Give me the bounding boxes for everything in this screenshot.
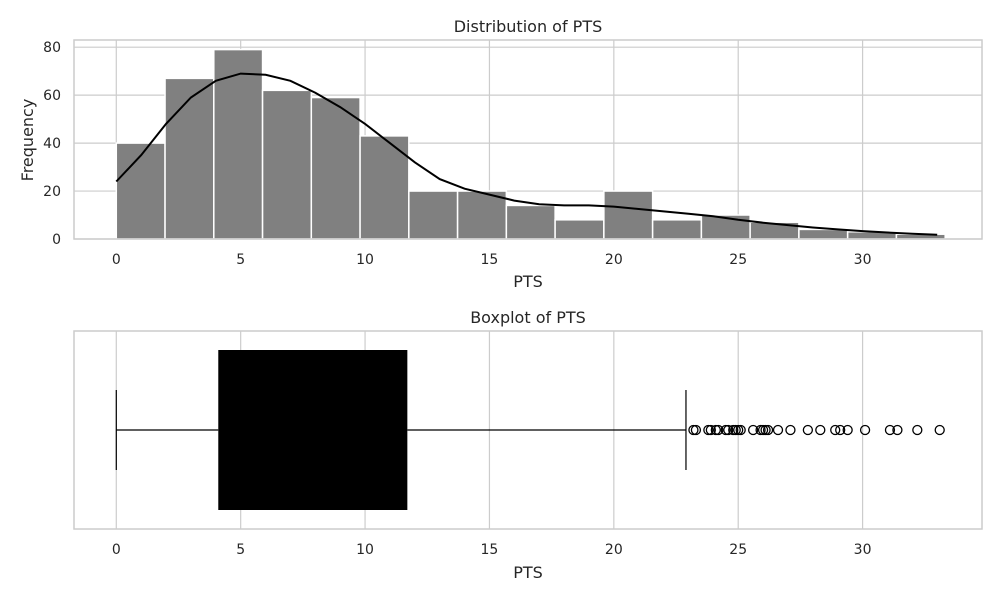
outlier-point xyxy=(747,424,759,436)
histogram-y-tick-label: 0 xyxy=(52,232,61,248)
outlier-point xyxy=(835,424,846,436)
boxplot-x-tick-label: 15 xyxy=(481,542,499,558)
histogram-y-axis-label: Frequency xyxy=(18,99,37,182)
outlier-point xyxy=(830,424,841,436)
outlier-point xyxy=(762,424,774,436)
histogram-bar xyxy=(456,190,508,240)
histogram-x-tick-label: 0 xyxy=(112,252,121,268)
histogram-x-tick-label: 5 xyxy=(236,252,245,268)
histogram-x-tick-label: 25 xyxy=(729,252,747,268)
outlier-point xyxy=(705,424,716,436)
boxplot-outliers xyxy=(688,424,945,436)
histogram-bar xyxy=(261,89,313,240)
boxplot-panel: Boxplot of PTS 0 5 10 15 20 25 30 PTS xyxy=(73,308,983,582)
histogram-y-tick-label: 60 xyxy=(43,88,61,104)
histogram-x-tick-label: 30 xyxy=(854,252,872,268)
boxplot-frame xyxy=(73,330,983,530)
outlier-point xyxy=(723,424,734,436)
histogram-bar xyxy=(798,228,849,240)
outlier-point xyxy=(713,424,724,436)
histogram-x-tick-label: 15 xyxy=(481,252,499,268)
histogram-bar xyxy=(651,219,703,240)
histogram-bar xyxy=(164,77,215,240)
outlier-point xyxy=(892,424,903,436)
kde-curve xyxy=(115,72,938,236)
boxplot-x-axis-label: PTS xyxy=(513,563,543,582)
histogram-panel: Distribution of PTS 0 5 10 15 20 25 30 0 20 40 60… xyxy=(18,17,983,291)
outlier-point xyxy=(802,424,814,436)
boxplot-x-tick-label: 0 xyxy=(112,542,121,558)
histogram-x-tick-label: 20 xyxy=(605,252,623,268)
boxplot-title: Boxplot of PTS xyxy=(470,308,586,327)
histogram-bar xyxy=(554,219,605,240)
histogram-title: Distribution of PTS xyxy=(454,17,603,36)
interquartile-box xyxy=(218,350,408,510)
outlier-point xyxy=(690,424,702,436)
boxplot-x-tick-labels: 0 5 10 15 20 25 30 xyxy=(112,542,872,558)
outlier-point xyxy=(934,424,945,436)
histogram-frame xyxy=(73,39,983,240)
histogram-y-tick-label: 80 xyxy=(43,40,61,56)
boxplot-x-tick-label: 10 xyxy=(356,542,374,558)
histogram-y-tick-label: 20 xyxy=(43,184,61,200)
histogram-bar xyxy=(213,48,264,240)
boxplot-x-tick-label: 20 xyxy=(605,542,623,558)
outlier-point xyxy=(842,424,853,436)
histogram-bar xyxy=(310,96,361,240)
boxplot-x-tick-label: 25 xyxy=(729,542,747,558)
outlier-point xyxy=(912,424,923,436)
histogram-bar xyxy=(505,204,556,240)
histogram-bars xyxy=(115,48,946,240)
outlier-point xyxy=(772,424,784,436)
boxplot-x-tick-label: 30 xyxy=(854,542,872,558)
outlier-point xyxy=(859,424,871,436)
outlier-point xyxy=(815,424,826,436)
histogram-x-tick-labels: 0 5 10 15 20 25 30 xyxy=(112,252,872,268)
outlier-point xyxy=(785,424,796,436)
histogram-x-tick-label: 10 xyxy=(356,252,374,268)
histogram-y-tick-label: 40 xyxy=(43,136,61,152)
boxplot-x-tick-label: 5 xyxy=(236,542,245,558)
outlier-point xyxy=(735,424,746,436)
histogram-bar xyxy=(115,142,166,240)
histogram-bar xyxy=(408,190,459,240)
histogram-x-axis-label: PTS xyxy=(513,272,543,291)
histogram-bar xyxy=(603,190,654,240)
outlier-point xyxy=(884,424,896,436)
boxplot-body xyxy=(115,350,687,510)
histogram-y-tick-labels: 0 20 40 60 80 xyxy=(43,40,61,248)
